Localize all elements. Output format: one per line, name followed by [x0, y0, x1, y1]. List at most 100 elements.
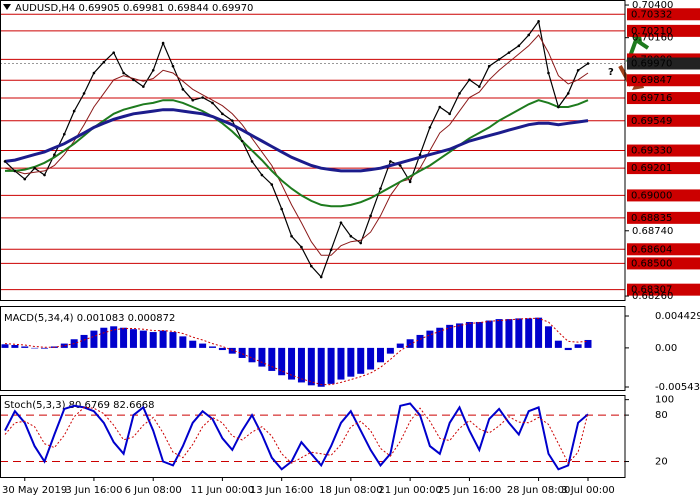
- macd-bar: [228, 347, 236, 354]
- close-point: [497, 58, 501, 61]
- close-point: [240, 139, 244, 143]
- close-point: [230, 119, 234, 122]
- macd-bar: [159, 330, 167, 348]
- macd-bar: [288, 347, 296, 380]
- menu-triangle: [3, 4, 11, 10]
- close-point: [92, 71, 96, 75]
- y-tick-label: 0.00: [655, 343, 677, 354]
- level-label-box: [627, 162, 700, 175]
- close-point: [260, 173, 264, 177]
- macd-bar: [189, 340, 197, 348]
- y-tick-label: 100: [655, 395, 674, 406]
- close-point: [438, 105, 442, 109]
- y-tick-label: 0.68740: [632, 226, 673, 237]
- macd-bar: [554, 340, 562, 348]
- close-point: [102, 60, 106, 64]
- x-tick-label: 18 Jun 08:00: [319, 485, 383, 496]
- close-point: [72, 109, 76, 113]
- macd-bar: [139, 330, 147, 348]
- last-price-label: 0.69970: [631, 59, 672, 70]
- close-point: [122, 71, 125, 75]
- close-point: [359, 241, 363, 245]
- macd-bar: [149, 332, 157, 348]
- close-point: [13, 169, 17, 173]
- close-point: [398, 164, 402, 167]
- macd-bar: [11, 345, 19, 348]
- close-point: [151, 69, 155, 72]
- close-point: [82, 92, 86, 95]
- close-point: [290, 234, 293, 238]
- close-point: [517, 44, 521, 48]
- close-point: [211, 101, 214, 105]
- close-point: [280, 207, 283, 211]
- panel-frame: [0, 0, 626, 301]
- x-tick-label: 21 Jun 00:00: [378, 485, 442, 496]
- panel-frame: [0, 395, 626, 478]
- close-point: [23, 177, 27, 181]
- macd-bar: [199, 343, 207, 348]
- x-tick-label: 28 Jun 08:00: [507, 485, 571, 496]
- close-point: [369, 214, 372, 218]
- series-line: [4, 108, 589, 173]
- level-label-box: [627, 114, 700, 127]
- macd-bar: [31, 347, 39, 349]
- y-tick-label: 0.70160: [632, 33, 673, 44]
- macd-bar: [278, 347, 286, 376]
- macd-bar: [307, 347, 315, 386]
- level-label-box: [627, 211, 700, 224]
- macd-bar: [327, 347, 335, 384]
- x-tick-label: 25 Jun 16:00: [438, 485, 502, 496]
- macd-bar: [456, 323, 464, 348]
- close-point: [221, 112, 224, 116]
- macd-bar: [436, 327, 444, 348]
- macd-bar: [535, 317, 543, 348]
- macd-bar: [525, 318, 533, 348]
- close-point: [62, 132, 66, 136]
- macd-bar: [396, 343, 404, 348]
- close-point: [43, 173, 46, 177]
- y-tick-label: -0.005432: [655, 382, 700, 393]
- close-point: [408, 180, 412, 184]
- macd-bar: [248, 347, 256, 363]
- level-label: 0.69330: [631, 146, 672, 157]
- chart-title: MACD(5,34,4) 0.001083 0.000872: [4, 313, 175, 324]
- close-point: [428, 126, 432, 129]
- close-point: [191, 98, 195, 102]
- close-point: [478, 85, 481, 88]
- series-line: [4, 402, 589, 471]
- chart-title: AUDUSD,H4 0.69905 0.69981 0.69844 0.6997…: [15, 3, 253, 14]
- macd-bar: [60, 343, 68, 348]
- macd-bar: [406, 339, 414, 348]
- level-label: 0.68835: [631, 213, 672, 224]
- close-point: [300, 245, 303, 249]
- level-label-box: [627, 243, 700, 256]
- macd-bar: [41, 347, 49, 349]
- macd-bar: [485, 320, 493, 348]
- close-point: [537, 20, 540, 23]
- macd-bar: [426, 330, 434, 348]
- close-point: [448, 112, 451, 116]
- series-line: [4, 34, 589, 256]
- macd-bar: [347, 347, 355, 377]
- x-tick-label: 6 Jun 08:00: [125, 485, 182, 496]
- level-label-box: [627, 8, 700, 21]
- macd-bar: [584, 339, 592, 348]
- macd-bar: [357, 347, 365, 374]
- close-point: [310, 264, 313, 268]
- macd-bar: [376, 347, 384, 363]
- level-label-box: [627, 74, 700, 87]
- close-point: [132, 78, 135, 82]
- level-label: 0.69716: [631, 93, 672, 104]
- y-tick-label: 20: [655, 457, 668, 468]
- close-point: [171, 64, 175, 68]
- chart-title: Stoch(5,3,3) 80.6769 82.6668: [4, 400, 155, 411]
- close-point: [142, 85, 145, 88]
- macd-bar: [21, 346, 29, 348]
- close-point: [379, 187, 382, 190]
- level-label-box: [627, 283, 700, 296]
- close-point: [3, 160, 7, 163]
- y-tick-label: 80: [655, 410, 668, 421]
- macd-bar: [367, 347, 375, 370]
- macd-bar: [505, 319, 513, 348]
